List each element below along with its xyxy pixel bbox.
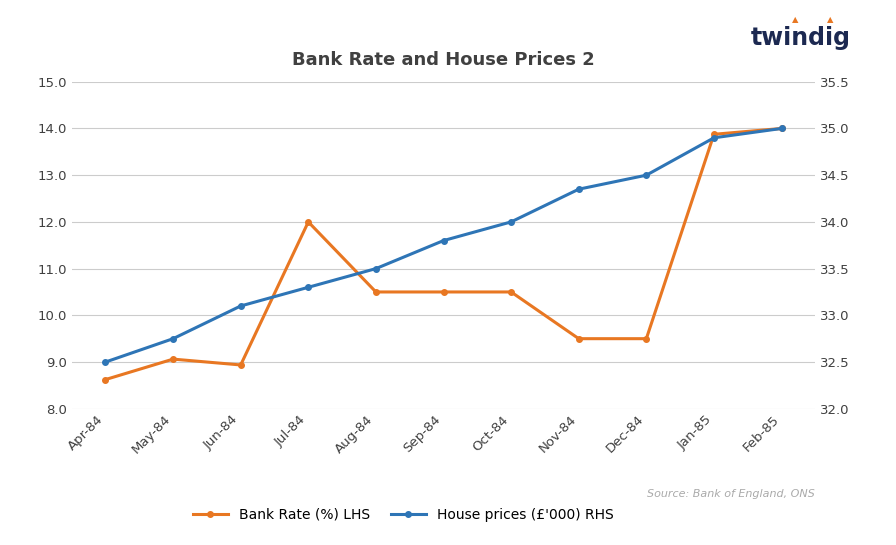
Text: Source: Bank of England, ONS: Source: Bank of England, ONS	[648, 489, 815, 499]
Text: twindig: twindig	[751, 26, 851, 50]
House prices (£'000) RHS	[709, 135, 719, 141]
House prices (£'000) RHS	[505, 219, 516, 225]
Title: Bank Rate and House Prices 2: Bank Rate and House Prices 2	[292, 51, 595, 69]
Bank Rate (%) LHS	[236, 362, 246, 368]
Bank Rate (%) LHS	[505, 289, 516, 295]
Bank Rate (%) LHS	[168, 356, 178, 362]
House prices (£'000) RHS	[100, 359, 111, 365]
Bank Rate (%) LHS	[303, 219, 314, 225]
House prices (£'000) RHS	[776, 125, 787, 132]
House prices (£'000) RHS	[236, 302, 246, 309]
Bank Rate (%) LHS	[371, 289, 382, 295]
Bank Rate (%) LHS	[709, 131, 719, 137]
Bank Rate (%) LHS	[438, 289, 449, 295]
House prices (£'000) RHS	[641, 172, 651, 178]
House prices (£'000) RHS	[438, 237, 449, 244]
Bank Rate (%) LHS	[776, 125, 787, 132]
Text: ▲: ▲	[791, 15, 798, 23]
Line: House prices (£'000) RHS: House prices (£'000) RHS	[103, 126, 784, 365]
Legend: Bank Rate (%) LHS, House prices (£'000) RHS: Bank Rate (%) LHS, House prices (£'000) …	[187, 502, 619, 527]
Text: ▲: ▲	[827, 15, 834, 23]
Line: Bank Rate (%) LHS: Bank Rate (%) LHS	[103, 126, 784, 383]
Bank Rate (%) LHS	[641, 335, 651, 342]
House prices (£'000) RHS	[303, 284, 314, 290]
House prices (£'000) RHS	[371, 265, 382, 272]
House prices (£'000) RHS	[573, 186, 584, 192]
Bank Rate (%) LHS	[100, 376, 111, 383]
House prices (£'000) RHS	[168, 335, 178, 342]
Bank Rate (%) LHS	[573, 335, 584, 342]
